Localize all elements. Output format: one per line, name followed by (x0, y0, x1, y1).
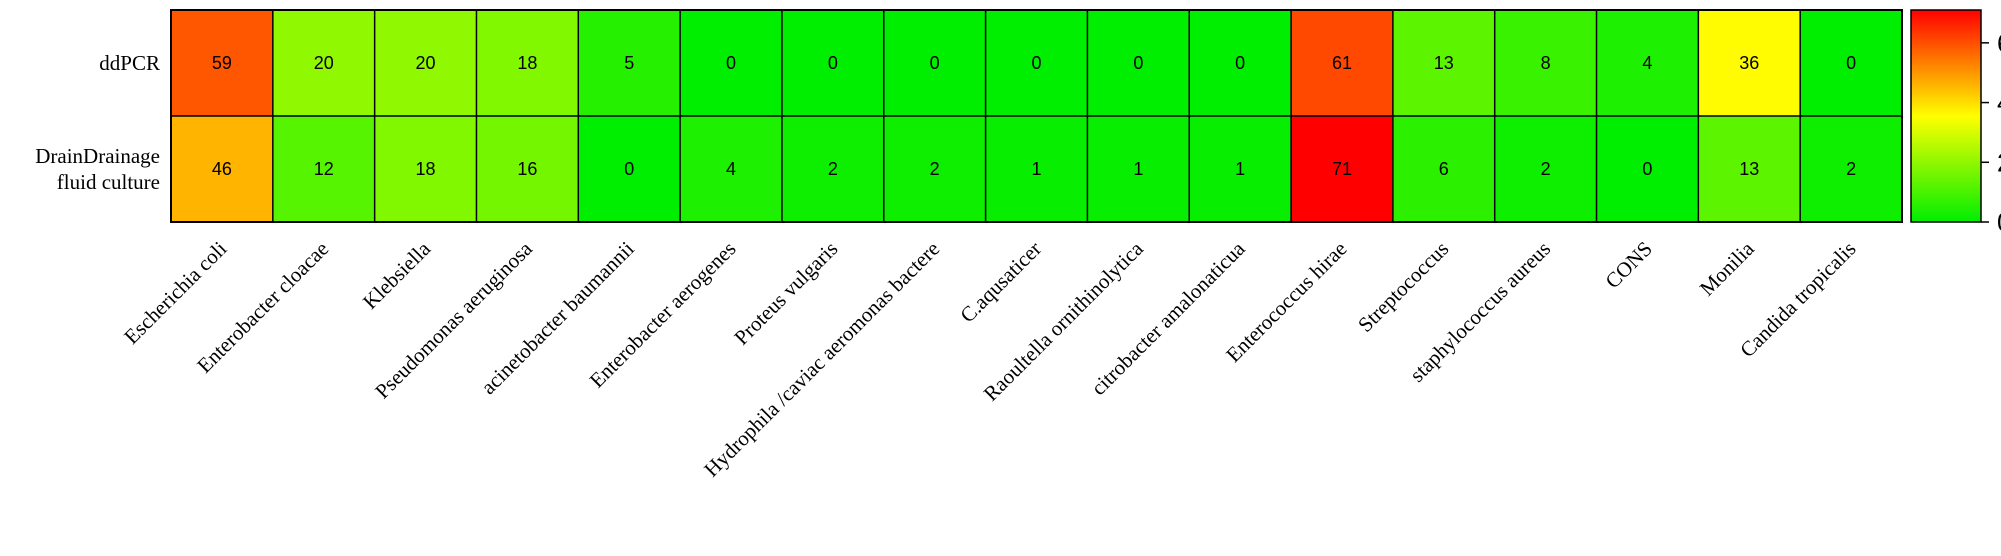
heatmap-cell (374, 10, 477, 116)
column-label: Klebsiella (358, 236, 436, 314)
cell-value-label: 46 (212, 159, 232, 179)
cell-value-label: 8 (1541, 53, 1551, 73)
cell-value-label: 1 (1031, 159, 1041, 179)
heatmap-cells: 59 20 20 18 5 0 0 0 0 0 0 61 13 8 4 36 046 12 18 16 0 4 2 2 1 1 1 7… (171, 10, 1902, 222)
heatmap-cell (1291, 116, 1393, 222)
colorbar-tick-label: 20 (1997, 147, 2001, 177)
heatmap-cell (1494, 10, 1597, 116)
heatmap-cell (1392, 116, 1495, 222)
heatmap-cell (680, 10, 782, 116)
heatmap-cell (1189, 10, 1292, 116)
row-label-line: DrainDrainage (35, 144, 160, 168)
cell-value-label: 0 (1235, 53, 1245, 73)
cell-value-label: 0 (1133, 53, 1143, 73)
cell-value-label: 2 (1541, 159, 1551, 179)
column-label: CONS (1600, 237, 1657, 294)
cell-value-label: 2 (1846, 159, 1856, 179)
row-label: DrainDrainage fluid culture (35, 144, 160, 194)
cell-value-label: 0 (1846, 53, 1856, 73)
heatmap-cell (171, 10, 273, 116)
cell-value-label: 13 (1739, 159, 1759, 179)
cell-value-label: 12 (314, 159, 334, 179)
heatmap-cell (985, 10, 1088, 116)
heatmap-cell (374, 116, 477, 222)
heatmap-cell (1087, 116, 1190, 222)
heatmap-cell (578, 116, 681, 222)
cell-value-label: 6 (1439, 159, 1449, 179)
column-label: Proteus vulgaris (729, 237, 842, 350)
heatmap-cell (272, 116, 375, 222)
cell-value-label: 18 (517, 53, 537, 73)
heatmap-cell (1800, 116, 1902, 222)
cell-value-label: 5 (624, 53, 634, 73)
heatmap-cell (1800, 10, 1902, 116)
colorbar-tick-label: 0 (1997, 207, 2001, 237)
cell-value-label: 0 (828, 53, 838, 73)
cell-value-label: 4 (726, 159, 736, 179)
cell-value-label: 0 (624, 159, 634, 179)
cell-value-label: 2 (930, 159, 940, 179)
row-label-line: ddPCR (99, 51, 160, 75)
cell-value-label: 0 (726, 53, 736, 73)
heatmap-cell (1698, 116, 1801, 222)
heatmap-cell (1392, 10, 1495, 116)
cell-value-label: 18 (416, 159, 436, 179)
heatmap-cell (1189, 116, 1292, 222)
cell-value-label: 2 (828, 159, 838, 179)
cell-value-label: 0 (1642, 159, 1652, 179)
cell-value-label: 20 (314, 53, 334, 73)
heatmap-cell (578, 10, 681, 116)
cell-value-label: 61 (1332, 53, 1352, 73)
column-label: Monilia (1695, 236, 1759, 300)
cell-value-label: 1 (1235, 159, 1245, 179)
heatmap-cell (781, 10, 884, 116)
heatmap-cell (1596, 116, 1699, 222)
cell-value-label: 0 (1031, 53, 1041, 73)
cell-value-label: 71 (1332, 159, 1352, 179)
heatmap-cell (883, 116, 986, 222)
column-label: C.aqusaticer (955, 237, 1046, 328)
heatmap-cell (781, 116, 884, 222)
cell-value-label: 16 (517, 159, 537, 179)
cell-value-label: 36 (1739, 53, 1759, 73)
row-labels: ddPCR DrainDrainage fluid culture (35, 51, 160, 194)
heatmap-cell (1291, 10, 1393, 116)
cell-value-label: 59 (212, 53, 232, 73)
colorbar: 0 20 40 60 (1910, 9, 2001, 237)
heatmap-cell (1494, 116, 1597, 222)
heatmap-cell (272, 10, 375, 116)
cell-value-label: 0 (930, 53, 940, 73)
cell-value-label: 4 (1642, 53, 1652, 73)
heatmap-gridlines (170, 9, 1903, 223)
column-label: Escherichia coli (119, 236, 231, 348)
heatmap-cell (1596, 10, 1699, 116)
colorbar-tick-label: 40 (1997, 88, 2001, 118)
row-label: ddPCR (99, 51, 160, 75)
heatmap-cell (1087, 10, 1190, 116)
colorbar-gradient (1910, 9, 1982, 223)
colorbar-tick-label: 60 (1997, 28, 2001, 58)
heatmap-cell (476, 116, 579, 222)
row-label-line: fluid culture (57, 170, 160, 194)
heatmap-cell (985, 116, 1088, 222)
column-label: Streptococcus (1353, 237, 1453, 337)
cell-value-label: 20 (416, 53, 436, 73)
heatmap-cell (476, 10, 579, 116)
cell-value-label: 1 (1133, 159, 1143, 179)
heatmap-cell (1698, 10, 1801, 116)
heatmap-cell (171, 116, 273, 222)
heatmap-cell (883, 10, 986, 116)
heatmap-border (170, 9, 1903, 223)
heatmap-cell (680, 116, 782, 222)
cell-value-label: 13 (1434, 53, 1454, 73)
